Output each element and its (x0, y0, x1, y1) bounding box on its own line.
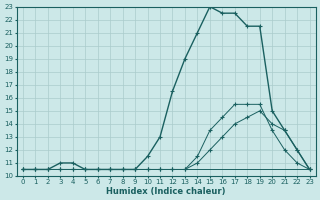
X-axis label: Humidex (Indice chaleur): Humidex (Indice chaleur) (107, 187, 226, 196)
